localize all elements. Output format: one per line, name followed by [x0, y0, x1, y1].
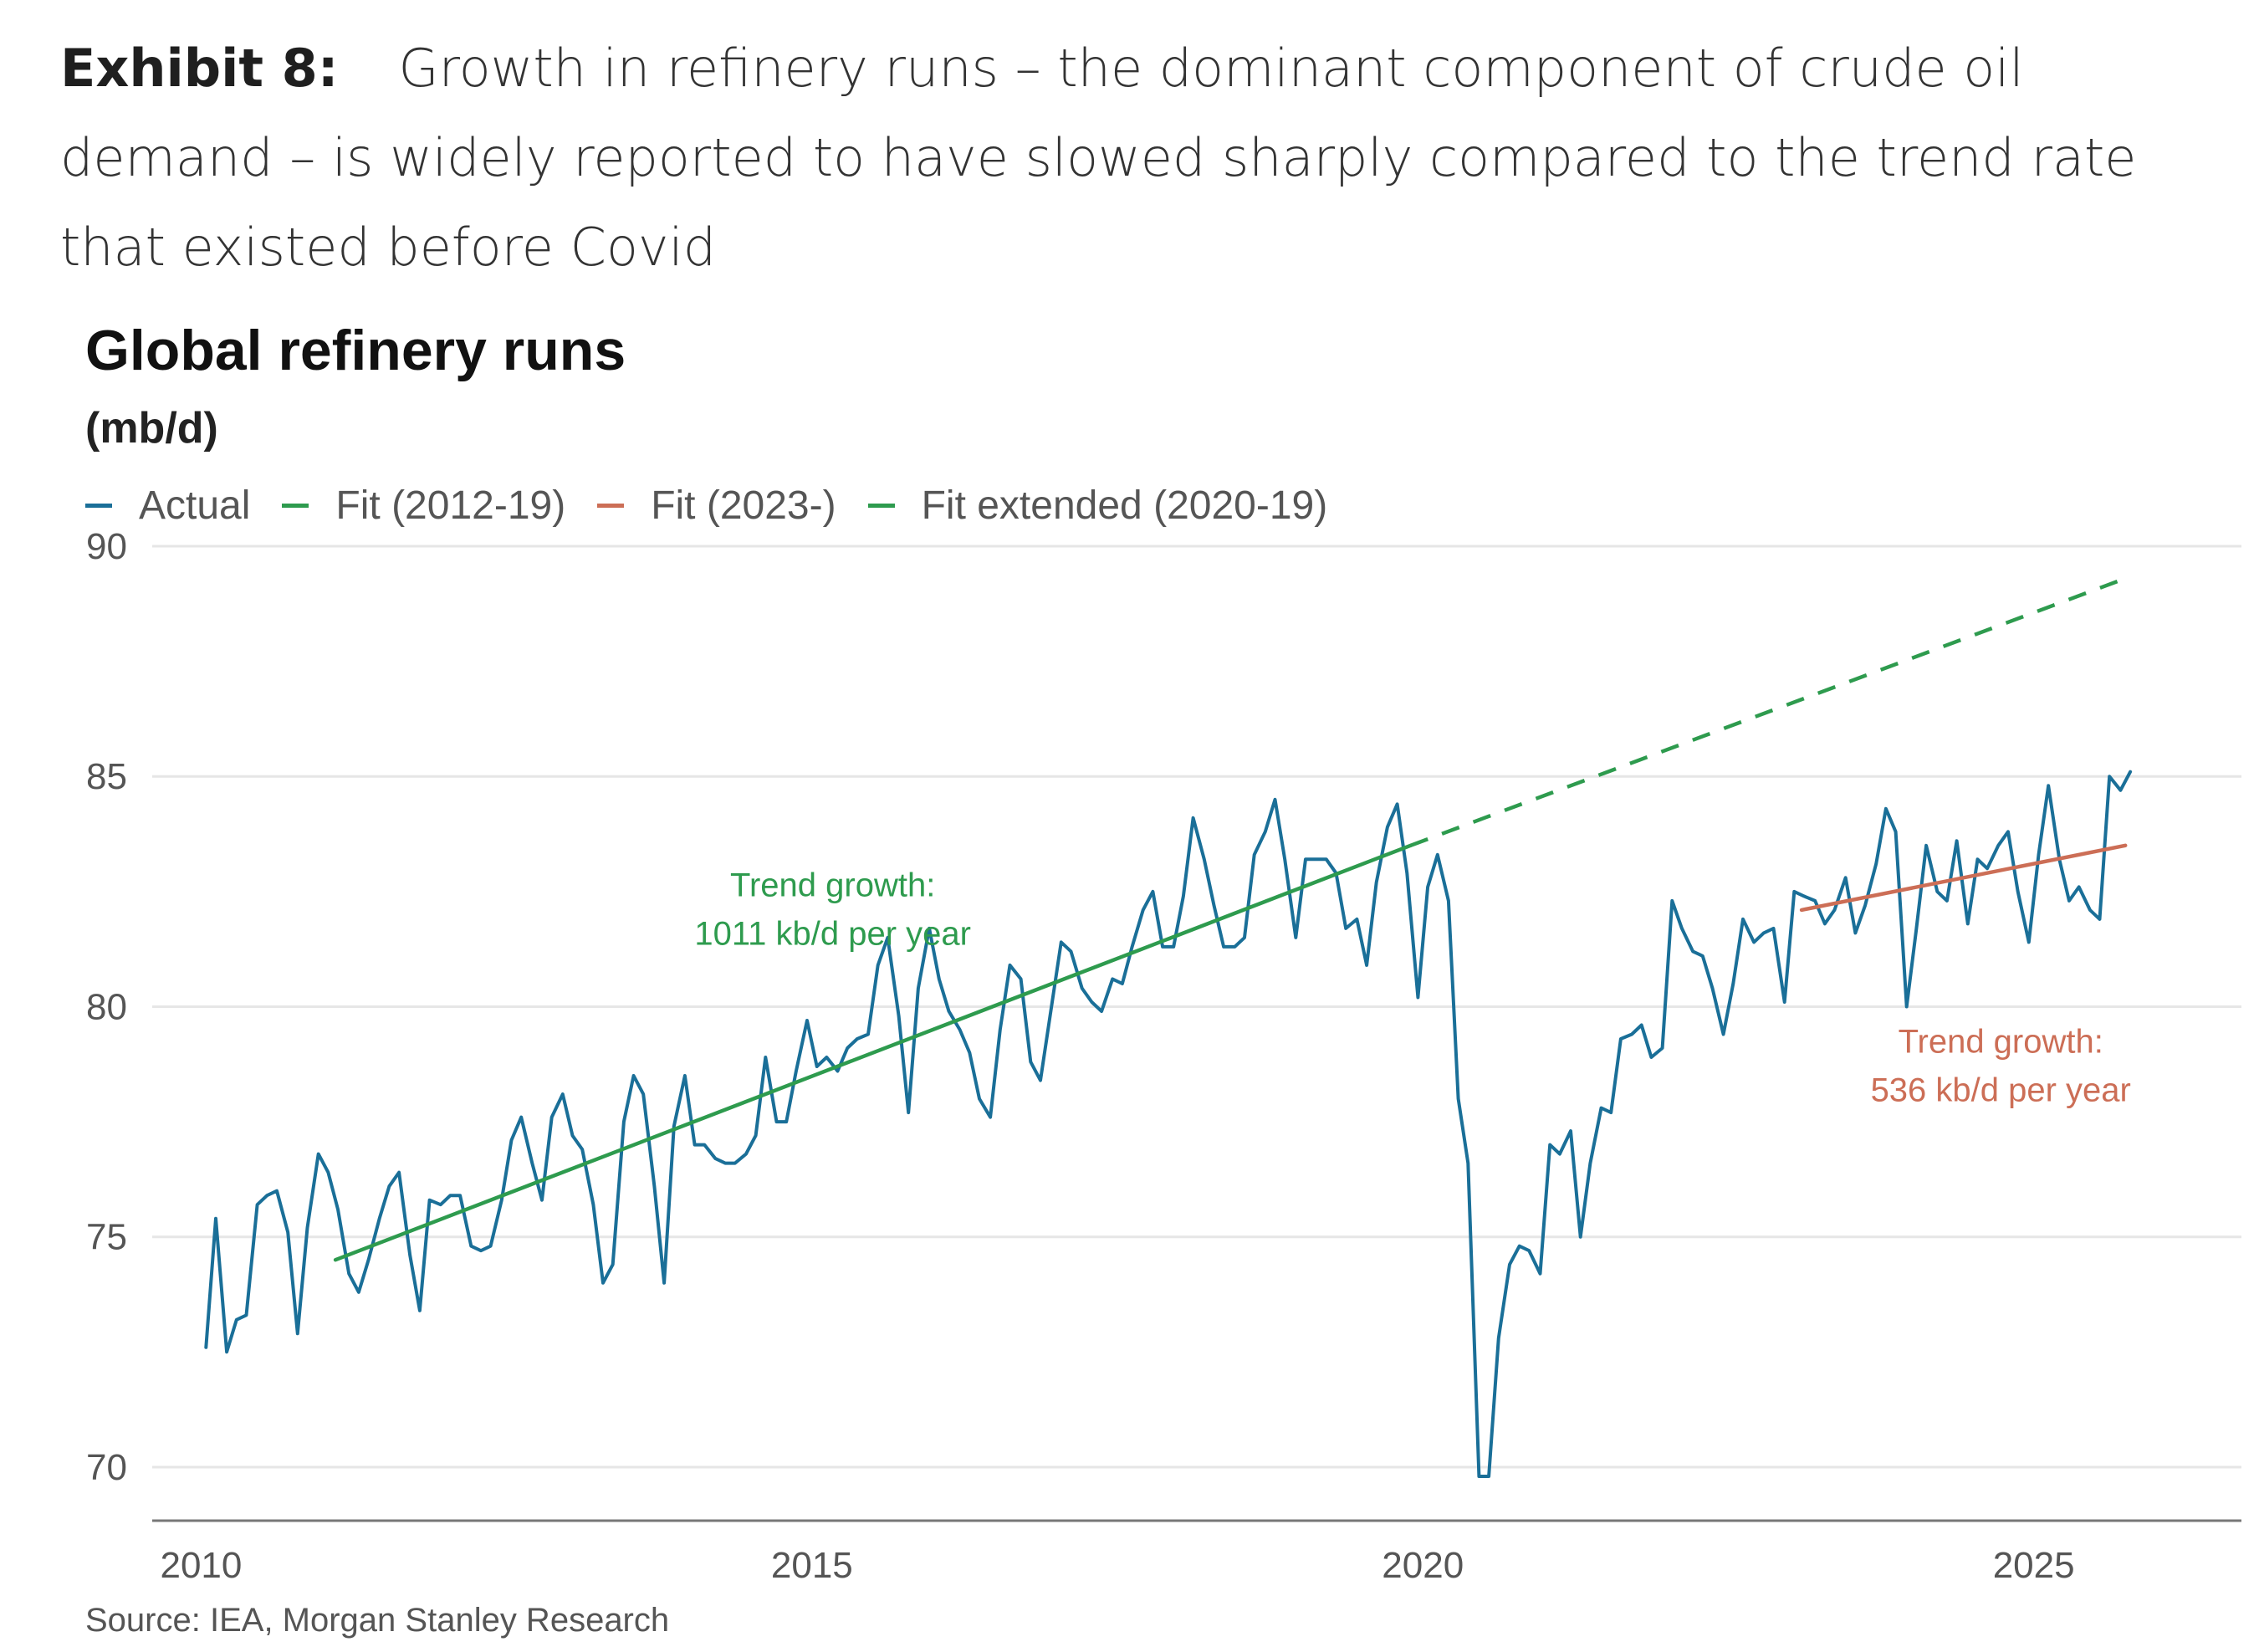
- legend-item-fit-2023: Fit (2023-): [597, 483, 836, 529]
- legend-item-fit-extended: Fit extended (2020-19): [867, 483, 1328, 529]
- annotation-1-line-2: 1011 kb/d per year: [694, 915, 971, 952]
- source-note: Source: IEA, Morgan Stanley Research: [85, 1602, 670, 1639]
- legend-swatch-actual: [85, 503, 112, 508]
- y-tick-label-75: 75: [86, 1217, 127, 1258]
- legend-label-actual: Actual: [139, 483, 251, 528]
- y-tick-label-80: 80: [86, 986, 127, 1027]
- series-line-actual: [204, 770, 2133, 1478]
- series: [204, 576, 2133, 1478]
- chart-title: Global refinery runs: [85, 319, 626, 382]
- x-tick-label-2025: 2025: [1993, 1545, 2075, 1586]
- legend-swatch-fit-extended: [867, 503, 895, 508]
- legend-label-fit-2023: Fit (2023-): [651, 483, 836, 528]
- series-line-fit-extended-2020-19: [1409, 576, 2126, 847]
- exhibit-label: Exhibit 8:: [60, 38, 339, 99]
- y-tick-label-70: 70: [86, 1447, 127, 1488]
- y-tick-label-90: 90: [86, 526, 127, 567]
- annotations: Trend growth: 1011 kb/d per year Trend gro…: [694, 867, 2130, 1108]
- series-line-fit-2012-19: [333, 843, 1413, 1262]
- y-axis-unit: (mb/d): [85, 404, 218, 453]
- legend-item-fit-2012-19: Fit (2012-19): [282, 483, 565, 529]
- exhibit-caption-text: Growth in refinery runs – the dominant c…: [60, 38, 2137, 278]
- axes: 70 75 80 85 90 2010 2015 2020 2025: [86, 526, 2241, 1586]
- series-line-fit-2023: [1799, 843, 2128, 913]
- annotation-2-line-1: Trend growth:: [1899, 1024, 2103, 1061]
- y-tick-label-85: 85: [86, 756, 127, 797]
- legend-swatch-fit-2023: [597, 503, 625, 508]
- chart-legend: Actual Fit (2012-19) Fit (2023-) Fit ext…: [85, 478, 1359, 532]
- grid-lines: [152, 545, 2241, 1469]
- x-tick-label-2010: 2010: [160, 1545, 242, 1586]
- annotation-2-line-2: 536 kb/d per year: [1871, 1072, 2131, 1109]
- x-tick-label-2015: 2015: [771, 1545, 853, 1586]
- legend-label-fit-extended: Fit extended (2020-19): [921, 483, 1328, 528]
- x-tick-label-2020: 2020: [1382, 1545, 1464, 1586]
- legend-item-actual: Actual: [85, 483, 250, 529]
- annotation-1-line-1: Trend growth:: [730, 867, 935, 903]
- exhibit-caption: Exhibit 8: Growth in refinery runs – the …: [60, 23, 2251, 292]
- legend-label-fit-2012-19: Fit (2012-19): [335, 483, 566, 528]
- legend-swatch-fit-2012-19: [282, 503, 309, 508]
